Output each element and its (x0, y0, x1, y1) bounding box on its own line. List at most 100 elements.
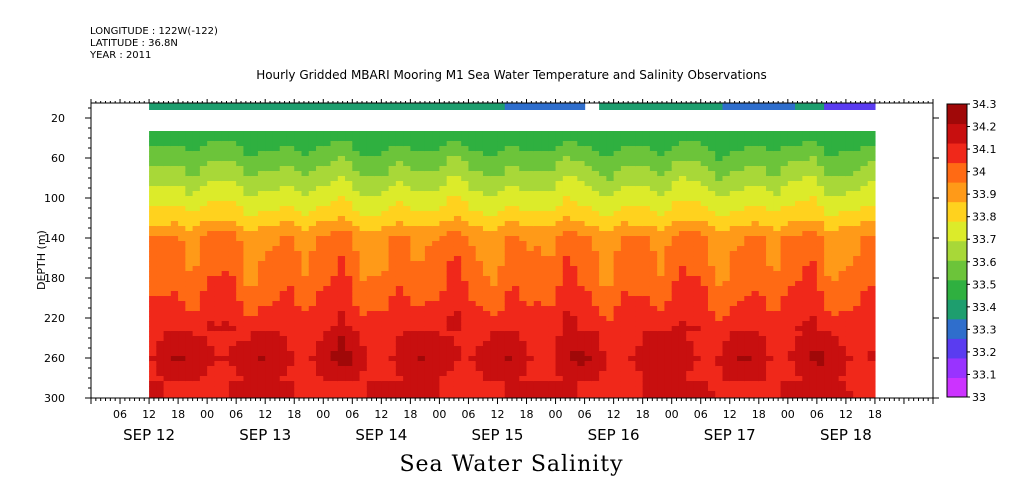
heat-cell (620, 246, 629, 252)
heat-cell (330, 276, 339, 282)
heat-cell (490, 176, 499, 182)
heat-cell (780, 316, 789, 322)
heat-cell (221, 256, 230, 262)
heat-cell (439, 301, 448, 307)
heat-cell (700, 276, 709, 282)
heat-cell (744, 271, 753, 277)
heat-cell (562, 386, 571, 392)
heat-cell (541, 351, 549, 357)
heat-cell (664, 381, 673, 387)
heat-cell (802, 221, 811, 227)
heat-cell (482, 176, 491, 182)
heat-cell (686, 261, 695, 267)
heat-cell (715, 286, 724, 292)
heat-cell (453, 156, 462, 162)
heat-cell (439, 271, 448, 277)
heat-cell (555, 351, 564, 357)
heat-cell (286, 176, 295, 182)
heat-cell (562, 311, 571, 317)
heat-cell (403, 366, 411, 372)
heat-cell (156, 291, 165, 297)
heat-cell (330, 291, 339, 297)
heat-cell (395, 216, 404, 222)
heat-cell (555, 321, 564, 327)
heat-cell (236, 221, 245, 227)
heat-cell (352, 241, 361, 247)
heat-cell (570, 341, 578, 347)
heat-cell (417, 211, 426, 217)
heat-cell (613, 141, 622, 147)
heat-cell (294, 276, 303, 282)
heat-cell (715, 151, 724, 157)
heat-cell (207, 291, 215, 297)
heat-cell (228, 376, 237, 382)
heat-cell (613, 136, 622, 142)
heat-cell (323, 366, 332, 372)
heat-cell (192, 291, 201, 297)
heat-cell (461, 256, 470, 262)
heat-cell (228, 271, 237, 277)
heat-cell (446, 296, 455, 302)
heat-cell (265, 231, 274, 237)
heat-cell (156, 336, 165, 342)
heat-cell (707, 341, 716, 347)
heat-cell (686, 226, 695, 232)
heat-cell (236, 296, 245, 302)
heat-cell (199, 251, 208, 257)
heat-cell (308, 296, 317, 302)
heat-cell (758, 321, 767, 327)
heat-cell (512, 236, 520, 242)
heat-cell (308, 361, 317, 367)
heat-cell (424, 186, 433, 192)
heat-cell (693, 356, 702, 362)
heat-cell (715, 266, 724, 272)
heat-cell (562, 141, 571, 147)
heat-cell (308, 176, 317, 182)
heat-cell (591, 356, 600, 362)
heat-cell (482, 346, 491, 352)
heat-cell (599, 291, 607, 297)
heat-cell (207, 271, 215, 277)
heat-cell (613, 276, 622, 282)
heat-cell (410, 396, 419, 398)
heat-cell (323, 271, 332, 277)
heat-cell (512, 366, 520, 372)
heat-cell (279, 176, 288, 182)
heat-cell (686, 366, 695, 372)
heat-cell (185, 171, 194, 177)
heat-cell (620, 211, 629, 217)
heat-cell (766, 326, 774, 332)
heat-cell (715, 216, 724, 222)
heat-cell (163, 341, 172, 347)
heat-cell (555, 386, 564, 392)
heat-cell (635, 206, 644, 212)
heat-cell (403, 391, 411, 397)
heat-cell (308, 326, 317, 332)
heat-cell (243, 156, 252, 162)
heat-cell (439, 241, 448, 247)
heat-cell (461, 241, 470, 247)
heat-cell (337, 386, 346, 392)
heat-cell (417, 286, 426, 292)
heat-cell (207, 221, 215, 227)
heat-cell (541, 103, 549, 110)
heat-cell (156, 151, 165, 157)
heat-cell (221, 316, 230, 322)
heat-cell (715, 361, 724, 367)
heat-cell (562, 376, 571, 382)
heat-cell (163, 141, 172, 147)
heat-cell (185, 396, 194, 398)
heat-cell (744, 396, 753, 398)
heat-cell (257, 361, 266, 367)
heat-cell (686, 103, 695, 110)
heat-cell (715, 316, 724, 322)
heat-cell (548, 316, 557, 322)
heat-cell (330, 246, 339, 252)
heat-cell (606, 186, 615, 192)
heat-cell (555, 266, 564, 272)
heat-cell (432, 386, 441, 392)
heat-cell (737, 391, 745, 397)
heat-cell (345, 371, 353, 377)
heat-cell (366, 141, 375, 147)
heat-cell (432, 361, 441, 367)
